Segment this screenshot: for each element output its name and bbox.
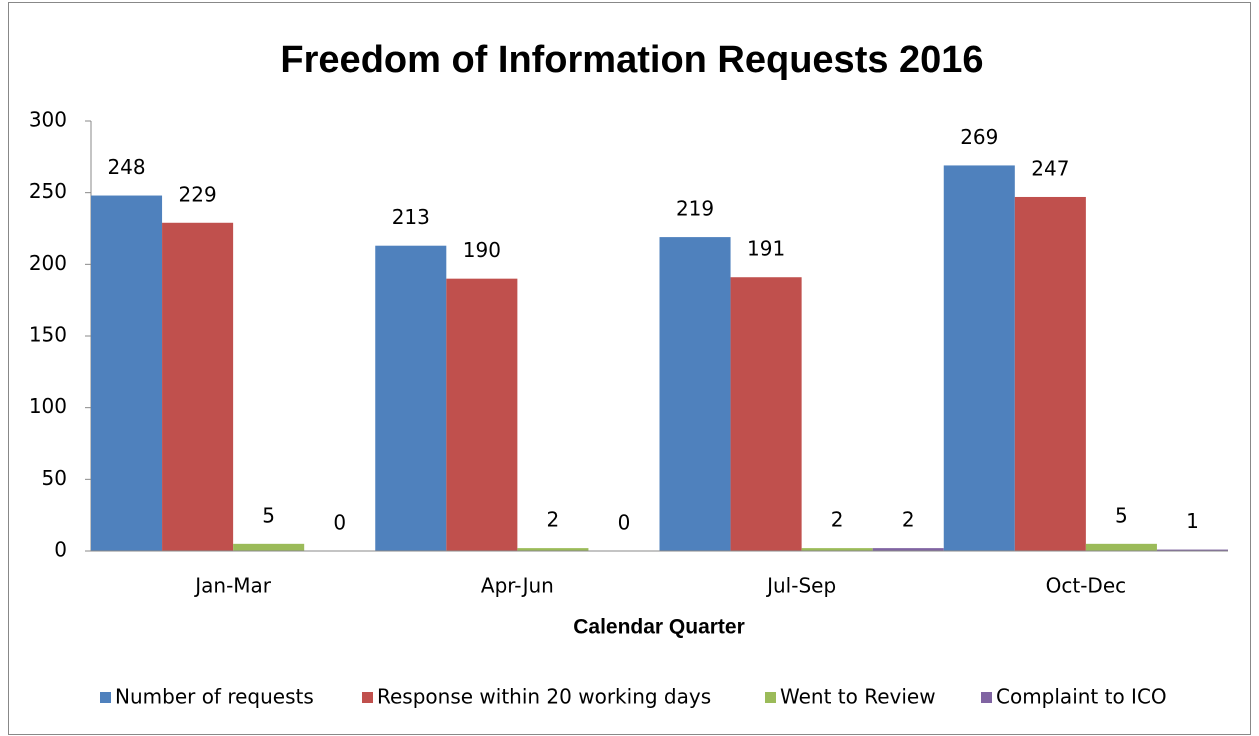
- data-label: 2: [902, 508, 915, 532]
- y-tick-label: 0: [54, 538, 67, 562]
- bar: [446, 278, 518, 551]
- x-tick-label: Jul-Sep: [765, 574, 836, 598]
- legend-label: Response within 20 working days: [377, 685, 711, 709]
- data-label: 248: [107, 155, 145, 179]
- data-label: 5: [262, 503, 275, 527]
- data-label: 190: [463, 238, 501, 262]
- data-label: 0: [618, 511, 631, 535]
- x-tick-label: Jan-Mar: [193, 574, 272, 598]
- y-tick-label: 150: [29, 323, 67, 347]
- bar: [801, 548, 873, 551]
- data-label: 219: [676, 197, 714, 221]
- x-tick-label: Oct-Dec: [1046, 574, 1127, 598]
- legend-swatch: [981, 692, 992, 703]
- data-label: 2: [831, 508, 844, 532]
- y-tick-label: 300: [29, 108, 67, 132]
- legend-swatch: [765, 692, 776, 703]
- legend-swatch: [362, 692, 373, 703]
- bar: [162, 222, 234, 551]
- legend-label: Went to Review: [780, 685, 936, 709]
- legend-swatch: [100, 692, 111, 703]
- bar: [943, 165, 1015, 551]
- data-label: 0: [333, 511, 346, 535]
- bar: [1085, 543, 1157, 551]
- bar: [375, 245, 447, 551]
- bar: [1014, 196, 1086, 551]
- bar: [872, 548, 944, 551]
- bar: [659, 237, 731, 551]
- x-tick-label: Apr-Jun: [481, 574, 554, 598]
- bar: [91, 195, 163, 552]
- y-tick-label: 100: [29, 394, 67, 418]
- data-label: 269: [960, 125, 998, 149]
- y-tick-label: 200: [29, 251, 67, 275]
- data-label: 213: [392, 205, 430, 229]
- bar: [517, 548, 589, 551]
- data-label: 247: [1031, 156, 1069, 180]
- chart-title: Freedom of Information Requests 2016: [280, 39, 983, 81]
- legend-label: Complaint to ICO: [996, 685, 1167, 709]
- bar: [1156, 549, 1228, 551]
- data-label: 5: [1115, 503, 1128, 527]
- data-label: 229: [179, 182, 217, 206]
- data-label: 2: [547, 508, 560, 532]
- y-tick-label: 250: [29, 179, 67, 203]
- x-axis-title: Calendar Quarter: [573, 616, 745, 639]
- data-label: 191: [747, 237, 785, 261]
- bar: [233, 543, 305, 551]
- y-tick-label: 50: [42, 466, 67, 490]
- bar: [730, 277, 802, 551]
- legend-label: Number of requests: [115, 685, 314, 709]
- data-label: 1: [1186, 509, 1199, 533]
